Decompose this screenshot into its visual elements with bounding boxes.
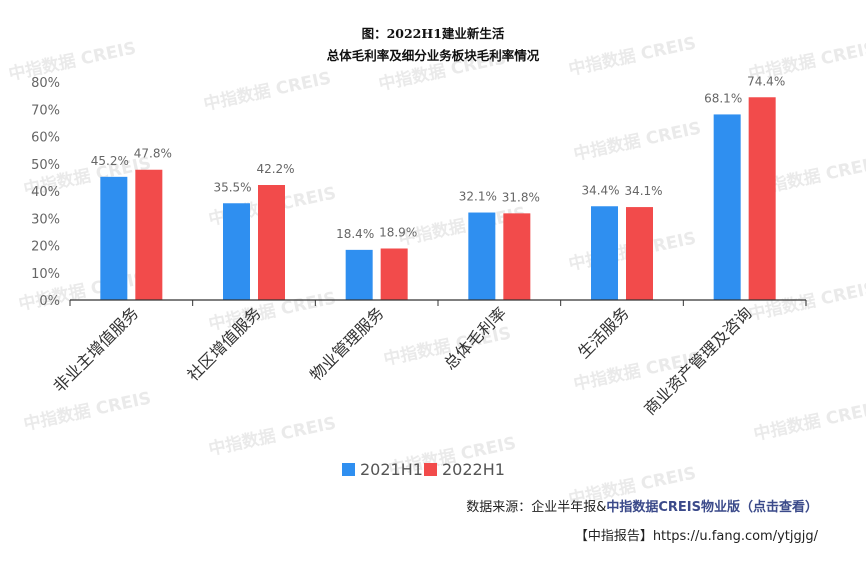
data-label: 31.8% xyxy=(502,190,540,204)
y-tick-label: 20% xyxy=(31,240,60,255)
watermark-text: 中指数据 CREIS xyxy=(572,117,703,165)
legend: 2021H1 2022H1 xyxy=(342,460,505,479)
bar-2021H1-4 xyxy=(591,206,618,300)
data-label: 47.8% xyxy=(134,147,172,161)
legend-swatch-2022H1 xyxy=(424,463,437,476)
x-category-label: 物业管理服务 xyxy=(306,303,387,384)
bar-2021H1-3 xyxy=(468,212,496,300)
y-axis: 0% 10% 20% 30% 40% 50% 60% 70% 80% xyxy=(31,76,60,309)
data-label: 42.2% xyxy=(256,162,294,176)
bar-2021H1-0 xyxy=(100,176,128,300)
y-tick-label: 70% xyxy=(31,103,60,118)
source-prefix: 数据来源：企业半年报& xyxy=(466,500,607,515)
bars: 45.2% 47.8% 35.5% 42.2% 18.4% 18.9% 32.1% 31.8%… xyxy=(91,74,785,301)
source-note: 数据来源：企业半年报&中指数据CREIS物业版（点击查看） xyxy=(466,496,818,515)
bar-2022H1-2 xyxy=(380,248,408,300)
legend-label: 2022H1 xyxy=(442,460,505,479)
bar-2022H1-4 xyxy=(626,207,653,300)
data-label: 34.4% xyxy=(581,183,619,197)
y-tick-label: 60% xyxy=(31,131,60,146)
watermark-text: 中指数据 CREIS xyxy=(567,32,698,80)
watermark-text: 中指数据 CREIS xyxy=(752,397,866,445)
y-tick-label: 40% xyxy=(31,185,60,200)
y-tick-label: 0% xyxy=(39,294,60,309)
chart-title-line1: 图：2022H1建业新生活 xyxy=(362,26,505,41)
data-label: 18.4% xyxy=(336,227,374,241)
legend-swatch-2021H1 xyxy=(342,463,355,476)
y-tick-label: 80% xyxy=(31,76,60,91)
data-label: 68.1% xyxy=(704,91,742,105)
x-category-label: 非业主增值服务 xyxy=(50,303,143,396)
y-tick-label: 50% xyxy=(31,158,60,173)
bar-2022H1-0 xyxy=(135,169,163,300)
bar-2022H1-3 xyxy=(503,213,531,300)
bar-2021H1-1 xyxy=(223,203,250,300)
bar-2022H1-5 xyxy=(748,97,776,300)
data-label: 74.4% xyxy=(747,74,785,88)
watermark-text: 中指数据 CREIS xyxy=(207,412,338,460)
x-category-label: 生活服务 xyxy=(574,303,633,362)
data-label: 34.1% xyxy=(624,184,662,198)
bar-2022H1-1 xyxy=(258,185,285,300)
bar-2021H1-5 xyxy=(713,114,741,301)
data-label: 35.5% xyxy=(213,180,251,194)
data-label: 32.1% xyxy=(459,190,497,204)
legend-label: 2021H1 xyxy=(360,460,423,479)
data-label: 45.2% xyxy=(91,154,129,168)
chart-title-line2: 总体毛利率及细分业务板块毛利率情况 xyxy=(327,48,540,63)
source-link[interactable]: 中指数据CREIS物业版（点击查看） xyxy=(606,500,818,515)
watermark-text: 中指数据 CREIS xyxy=(202,67,333,115)
report-link[interactable]: 【中指报告】https://u.fang.com/ytjgjg/ xyxy=(574,529,818,544)
y-tick-label: 30% xyxy=(31,212,60,227)
watermark-text: 中指数据 CREIS xyxy=(7,37,138,85)
bar-2021H1-2 xyxy=(345,249,373,300)
data-label: 18.9% xyxy=(379,225,417,239)
watermark-text: 中指数据 CREIS xyxy=(22,387,153,435)
y-tick-label: 10% xyxy=(31,267,60,282)
